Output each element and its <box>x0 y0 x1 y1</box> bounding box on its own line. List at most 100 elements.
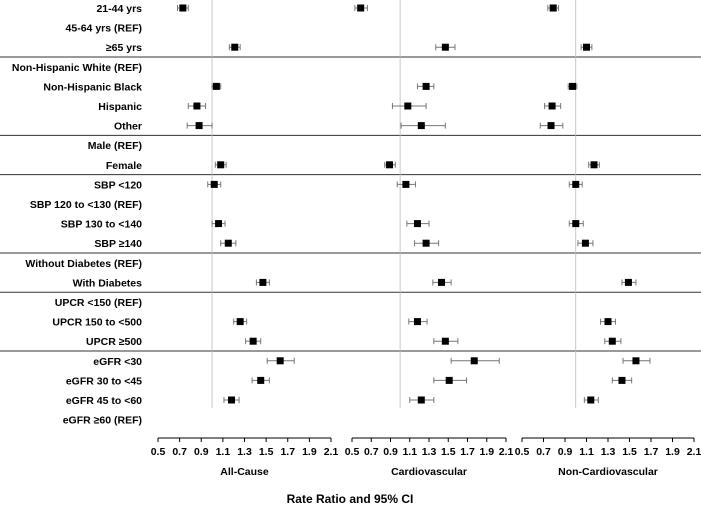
estimate-mark <box>409 396 435 404</box>
point-estimate <box>572 220 580 228</box>
row-label: With Diabetes <box>73 277 142 289</box>
x-tick-label: 2.1 <box>687 446 701 458</box>
estimate-mark <box>245 337 262 345</box>
point-estimate <box>231 43 239 51</box>
panel-title: Cardiovascular <box>391 466 467 478</box>
x-tick-label: 1.1 <box>579 446 594 458</box>
grid-layer <box>0 0 701 408</box>
point-estimate <box>587 396 595 404</box>
point-estimate <box>210 180 218 188</box>
point-estimate <box>618 376 626 384</box>
estimate-mark <box>220 239 237 247</box>
point-estimate <box>413 318 421 326</box>
point-estimate <box>404 102 412 110</box>
point-estimate <box>549 4 557 12</box>
point-estimate <box>581 239 589 247</box>
estimate-mark <box>544 102 562 110</box>
row-label: eGFR <30 <box>93 356 142 368</box>
point-estimate <box>590 161 598 169</box>
estimate-mark <box>577 239 594 247</box>
row-labels: 21-44 yrs 45-64 yrs (REF) ≥65 yrs Non-Hispa… <box>12 3 142 427</box>
point-estimate <box>215 220 223 228</box>
point-estimate <box>276 357 284 365</box>
estimate-mark <box>433 337 459 345</box>
row-label: Other <box>114 121 142 133</box>
point-estimate <box>386 161 394 169</box>
point-estimate <box>417 396 425 404</box>
point-estimate <box>249 337 257 345</box>
estimate-mark <box>391 102 427 110</box>
x-tick-label: 1.9 <box>479 446 494 458</box>
estimate-mark <box>223 396 240 404</box>
estimate-mark <box>450 357 500 365</box>
estimate-mark <box>186 122 213 130</box>
estimate-mark <box>433 376 468 384</box>
panel-title: Non-Cardiovascular <box>558 466 658 478</box>
estimate-mark <box>622 357 651 365</box>
estimate-mark <box>408 318 428 326</box>
point-estimate <box>569 82 577 90</box>
x-axis-title: Rate Ratio and 95% CI <box>287 492 414 506</box>
x-axes: 0.5 0.7 0.9 1.1 1.3 1.5 1.7 1.9 2.1 All-Cause 0.5 0… <box>151 437 701 478</box>
estimate-mark <box>406 220 430 228</box>
estimate-mark <box>228 43 241 51</box>
point-estimate <box>217 161 225 169</box>
estimates <box>176 4 651 404</box>
point-estimate <box>357 4 365 12</box>
x-tick-label: 0.9 <box>383 446 398 458</box>
estimate-mark <box>621 278 637 286</box>
point-estimate <box>470 357 478 365</box>
x-tick-label: 0.5 <box>345 446 360 458</box>
x-tick-label: 1.9 <box>665 446 680 458</box>
estimate-mark <box>435 43 456 51</box>
point-estimate <box>402 180 410 188</box>
row-label: SBP 130 to <140 <box>61 219 142 231</box>
point-estimate <box>441 43 449 51</box>
estimate-mark <box>568 180 583 188</box>
estimate-mark <box>583 396 599 404</box>
point-estimate <box>608 337 616 345</box>
row-label: SBP <120 <box>94 179 142 191</box>
x-tick-label: 0.5 <box>151 446 166 458</box>
point-estimate <box>548 102 556 110</box>
point-estimate <box>583 43 590 51</box>
estimate-mark <box>580 43 593 51</box>
x-tick-label: 1.7 <box>460 446 475 458</box>
point-estimate <box>417 122 425 130</box>
estimate-mark <box>176 4 189 12</box>
estimate-mark <box>354 4 368 12</box>
estimate-mark <box>211 82 222 90</box>
row-label: Without Diabetes (REF) <box>25 258 142 270</box>
x-tick-label: 1.5 <box>622 446 637 458</box>
row-label: Male (REF) <box>88 140 142 152</box>
estimate-mark <box>233 318 248 326</box>
estimate-mark <box>539 122 564 130</box>
x-tick-label: 0.7 <box>172 446 187 458</box>
estimate-mark <box>266 357 295 365</box>
point-estimate <box>624 278 632 286</box>
point-estimate <box>632 357 640 365</box>
point-estimate <box>195 122 203 130</box>
row-label: UPCR ≥500 <box>86 336 142 348</box>
estimate-mark <box>416 82 435 90</box>
x-tick-label: 0.9 <box>194 446 209 458</box>
x-tick-label: 1.3 <box>422 446 437 458</box>
row-label: 21-44 yrs <box>96 3 142 15</box>
row-label: Hispanic <box>98 101 142 113</box>
x-tick-label: 1.1 <box>402 446 417 458</box>
estimate-mark <box>255 278 270 286</box>
row-label: Non-Hispanic Black <box>43 81 142 93</box>
x-tick-label: 1.9 <box>302 446 317 458</box>
row-label: Non-Hispanic White (REF) <box>12 62 142 74</box>
x-tick-label: 1.7 <box>280 446 295 458</box>
x-tick-label: 1.3 <box>601 446 616 458</box>
estimate-mark <box>396 180 417 188</box>
estimate-mark <box>214 161 227 169</box>
x-tick-label: 1.3 <box>237 446 252 458</box>
point-estimate <box>438 278 446 286</box>
x-tick-label: 2.1 <box>324 446 339 458</box>
row-label: ≥65 yrs <box>106 42 142 54</box>
estimate-mark <box>400 122 446 130</box>
estimate-mark <box>567 82 578 90</box>
